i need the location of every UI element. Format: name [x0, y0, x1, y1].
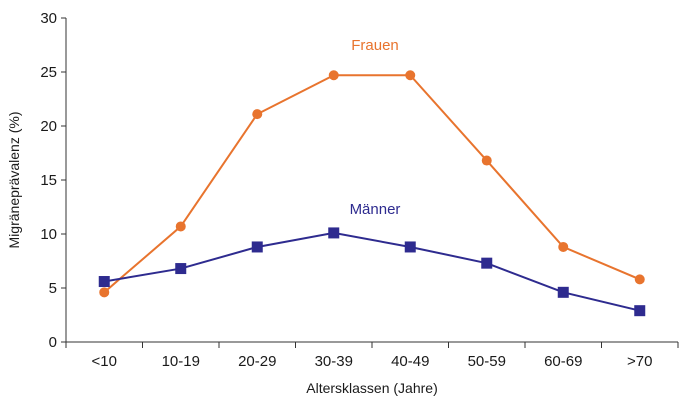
data-point	[99, 287, 110, 298]
data-point	[558, 241, 569, 252]
y-tick-label: 0	[49, 334, 57, 351]
x-tick-label: 50-59	[468, 353, 506, 370]
series-0: Frauen	[99, 37, 645, 298]
series-group: Frauen Männer	[98, 37, 646, 317]
y-tick-label: 30	[40, 10, 57, 27]
tick-labels: 0 5 10 15 20 25 30 <10 10-19 20-29 30-39 40-49 50-59…	[40, 10, 652, 370]
data-point	[251, 241, 263, 253]
data-point	[175, 221, 186, 232]
y-tick-label: 10	[40, 226, 57, 243]
data-point	[175, 263, 187, 275]
series-label: Frauen	[351, 37, 399, 54]
data-point	[328, 70, 339, 81]
data-point	[634, 305, 646, 317]
series-label: Männer	[350, 201, 401, 218]
y-tick-label: 15	[40, 172, 57, 189]
x-tick-label: >70	[627, 353, 652, 370]
x-tick-label: 20-29	[238, 353, 276, 370]
data-point	[481, 257, 493, 269]
y-tick-label: 5	[49, 280, 57, 297]
y-tick-label: 25	[40, 64, 57, 81]
series-line	[104, 231, 640, 312]
series-1: Männer	[98, 201, 646, 317]
x-axis-title: Altersklassen (Jahre)	[306, 380, 438, 396]
data-point	[481, 155, 492, 166]
x-tick-label: 30-39	[315, 353, 353, 370]
data-point	[252, 109, 263, 120]
data-point	[404, 241, 416, 253]
axes	[61, 17, 679, 348]
x-tick-label: 10-19	[162, 353, 200, 370]
y-axis-title: Migräneprävalenz (%)	[6, 112, 22, 249]
data-point	[98, 276, 110, 288]
x-tick-label: <10	[92, 353, 117, 370]
data-point	[634, 274, 645, 285]
y-tick-label: 20	[40, 118, 57, 135]
data-point	[557, 286, 569, 298]
data-point	[328, 227, 340, 239]
series-line	[103, 74, 641, 294]
data-point	[405, 70, 416, 81]
x-tick-label: 40-49	[391, 353, 429, 370]
x-tick-label: 60-69	[544, 353, 582, 370]
